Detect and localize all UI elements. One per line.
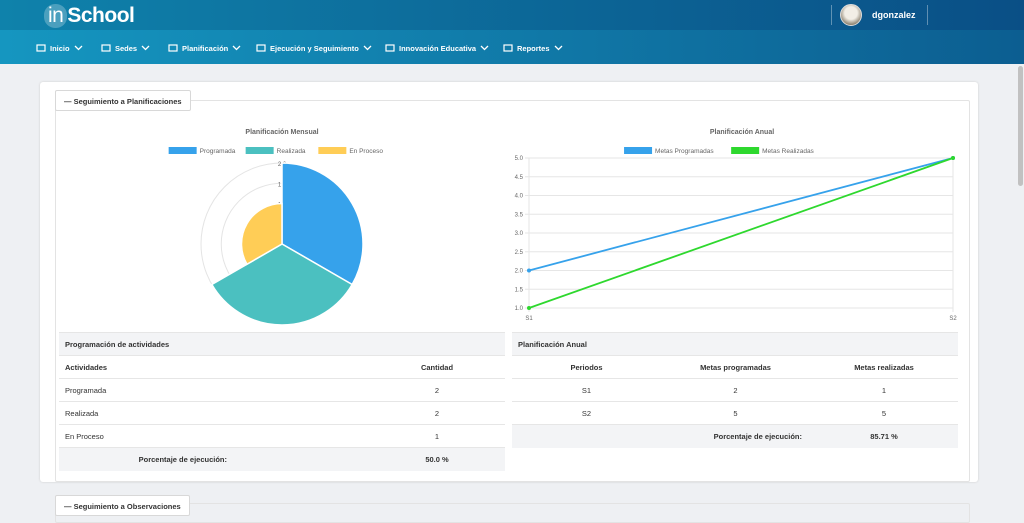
section-toggle[interactable]: — Seguimiento a Planificaciones (55, 90, 191, 111)
scrollbar[interactable] (1018, 66, 1023, 186)
nav-item[interactable]: Ejecución y Seguimiento (270, 44, 372, 53)
table-cell: 5 (661, 401, 810, 425)
section-title: Seguimiento a Observaciones (73, 502, 181, 511)
footer-value: 50.0 % (369, 447, 505, 471)
nav-label: Inicio (50, 44, 70, 53)
table-cell: 1 (369, 424, 505, 448)
table-cell: 5 (810, 401, 958, 425)
chevron (232, 45, 241, 51)
footer-value: 85.71 % (810, 424, 958, 448)
nav-label: Reportes (517, 44, 550, 53)
table-cell: 1 (810, 378, 958, 402)
username[interactable]: dgonzalez (872, 10, 916, 20)
table-title-row: Planificación Anual (512, 332, 958, 356)
table-row: S1 2 1 (512, 378, 958, 402)
nav-item[interactable]: Inicio (50, 44, 83, 53)
nav-label: Planificación (182, 44, 229, 53)
table-header: Periodos (512, 355, 661, 379)
section-toggle[interactable]: — Seguimiento a Observaciones (55, 495, 190, 516)
logo-text: School (67, 4, 135, 27)
footer-label: Porcentaje de ejecución: (512, 424, 810, 448)
table-cell: 2 (369, 401, 505, 425)
table-cell: Realizada (59, 401, 369, 425)
table-header-row: Periodos Metas programadas Metas realizada… (512, 355, 958, 379)
chevron (363, 45, 372, 51)
nav-icon (503, 44, 513, 52)
data-table: Programación de actividades Actividades Ca… (59, 332, 505, 471)
table-cell: 2 (661, 378, 810, 402)
table-header: Metas realizadas (810, 355, 958, 379)
nav-item[interactable]: Planificación (182, 44, 241, 53)
table-row: En Proceso 1 (59, 424, 505, 448)
table-footer-row: Porcentaje de ejecución: 85.71 % (512, 424, 958, 448)
nav-icon (256, 44, 266, 52)
nav-item[interactable]: Reportes (517, 44, 563, 53)
data-table: Planificación Anual Periodos Metas program… (512, 332, 958, 448)
table-cell: 2 (369, 378, 505, 402)
table-title: Programación de actividades (59, 332, 505, 356)
footer-label: Porcentaje de ejecución: (59, 447, 369, 471)
logo-in: in (44, 4, 68, 28)
separator (831, 5, 832, 25)
table-cell: En Proceso (59, 424, 369, 448)
chevron (74, 45, 83, 51)
nav-bar: Inicio Sedes Planificación Ejecución y Segu… (0, 30, 1024, 64)
chevron (554, 45, 562, 51)
table-row: Programada 2 (59, 378, 505, 402)
avatar[interactable] (840, 4, 862, 26)
nav-icon (168, 44, 178, 52)
nav-label: Innovación Educativa (399, 44, 477, 53)
chevron (480, 45, 489, 51)
chevron (141, 45, 150, 51)
table-cell: S1 (512, 378, 661, 402)
nav-label: Sedes (115, 44, 138, 53)
section-title: Seguimiento a Planificaciones (73, 97, 182, 106)
nav-item[interactable]: Sedes (115, 44, 150, 53)
table-header-row: Actividades Cantidad (59, 355, 505, 379)
table-title: Planificación Anual (512, 332, 958, 356)
table-title-row: Programación de actividades (59, 332, 505, 356)
table-header: Metas programadas (661, 355, 810, 379)
nav-icon (385, 44, 395, 52)
table-cell: S2 (512, 401, 661, 425)
logo[interactable]: in School (44, 4, 135, 28)
table-header: Actividades (59, 355, 369, 379)
nav-icon (36, 44, 46, 52)
nav-icon (101, 44, 111, 52)
section-box (55, 503, 970, 523)
separator (927, 5, 928, 25)
table-row: S2 5 5 (512, 401, 958, 425)
nav-label: Ejecución y Seguimiento (270, 44, 359, 53)
table-header: Cantidad (369, 355, 505, 379)
section-box (55, 100, 970, 482)
nav-item[interactable]: Innovación Educativa (399, 44, 489, 53)
table-cell: Programada (59, 378, 369, 402)
table-row: Realizada 2 (59, 401, 505, 425)
table-footer-row: Porcentaje de ejecución: 50.0 % (59, 447, 505, 471)
top-bar: in School dgonzalez (0, 0, 1024, 30)
